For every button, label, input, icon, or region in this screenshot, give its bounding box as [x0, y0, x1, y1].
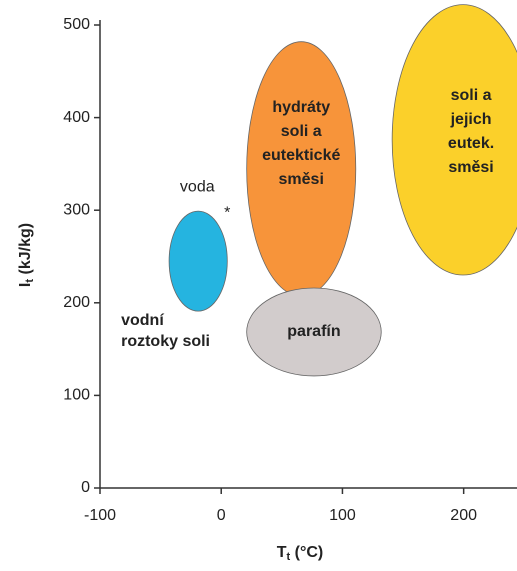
plot-area [168, 4, 517, 377]
x-tick-label: -100 [84, 507, 116, 524]
region [168, 210, 228, 312]
x-tick-label: 0 [217, 507, 226, 524]
region-label: hydráty [272, 99, 330, 116]
region-label: soli a [451, 87, 492, 104]
y-tick-label: 200 [63, 294, 90, 311]
point-marker: * [224, 204, 230, 221]
y-tick-label: 300 [63, 201, 90, 218]
region-label: roztoky soli [121, 333, 210, 350]
region-label: soli a [281, 123, 322, 140]
region-label: jejich [450, 111, 492, 128]
region-label: směsi [279, 171, 324, 188]
region [246, 287, 382, 377]
point-label: voda [180, 178, 215, 195]
region-label: eutek. [448, 135, 494, 152]
x-axis-label: Tt (°C) [277, 544, 324, 563]
y-axis-label: It (kJ/kg) [17, 223, 36, 287]
y-tick-label: 100 [63, 387, 90, 404]
x-tick-label: 100 [329, 507, 356, 524]
region-label: směsi [448, 159, 493, 176]
region-label: eutektické [262, 147, 340, 164]
y-tick-label: 400 [63, 109, 90, 126]
region [246, 41, 357, 297]
x-tick-label: 200 [450, 507, 477, 524]
y-tick-label: 500 [63, 16, 90, 33]
region-label: vodní [121, 312, 164, 329]
y-tick-label: 0 [81, 479, 90, 496]
region [391, 4, 517, 276]
region-label: parafín [287, 323, 340, 340]
